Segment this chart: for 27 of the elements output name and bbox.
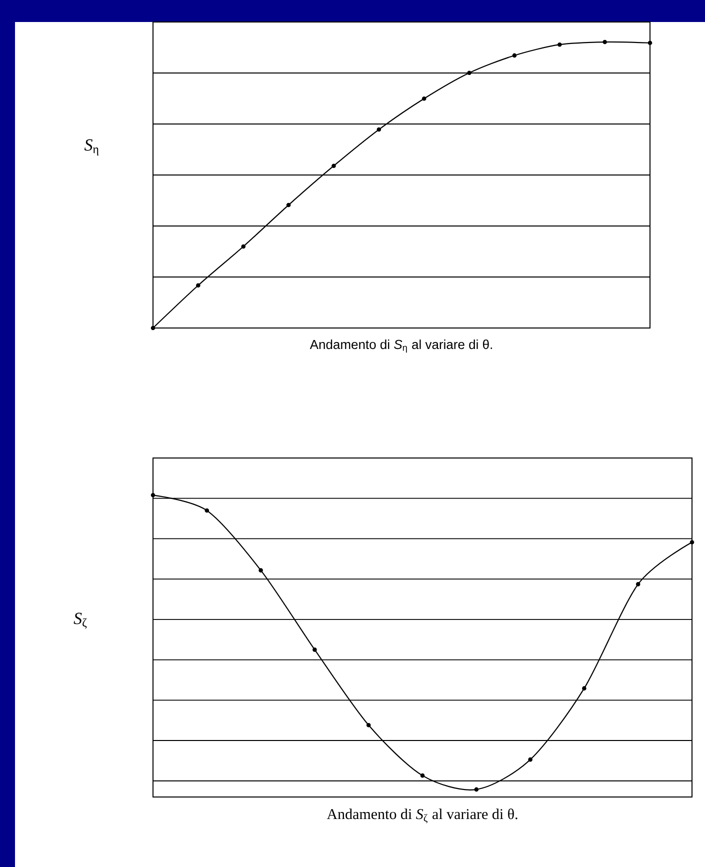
text: Andamento di S$_{ζ}$ al variare di θ. — [326, 808, 518, 824]
point — [204, 508, 210, 513]
text: Andamento di S$_{η}$ al variare di θ. — [310, 340, 492, 353]
point — [690, 540, 694, 544]
point — [376, 127, 382, 132]
point — [474, 787, 479, 792]
point — [467, 70, 472, 76]
point — [582, 686, 586, 690]
point — [420, 773, 425, 778]
y-axis-title: S$_{ζ}$ — [74, 612, 87, 629]
point — [150, 492, 156, 498]
point — [648, 40, 652, 46]
point — [512, 53, 517, 58]
point — [528, 757, 532, 762]
point — [286, 202, 291, 208]
point — [366, 723, 371, 728]
point — [422, 96, 426, 101]
point — [312, 648, 317, 652]
point — [557, 42, 562, 47]
y-axis-title: S$_{η}$ — [84, 139, 98, 156]
point — [602, 40, 607, 44]
point — [332, 164, 336, 168]
point — [241, 244, 246, 249]
point — [636, 582, 640, 586]
point — [258, 568, 263, 572]
point — [196, 283, 200, 288]
point — [150, 326, 156, 330]
